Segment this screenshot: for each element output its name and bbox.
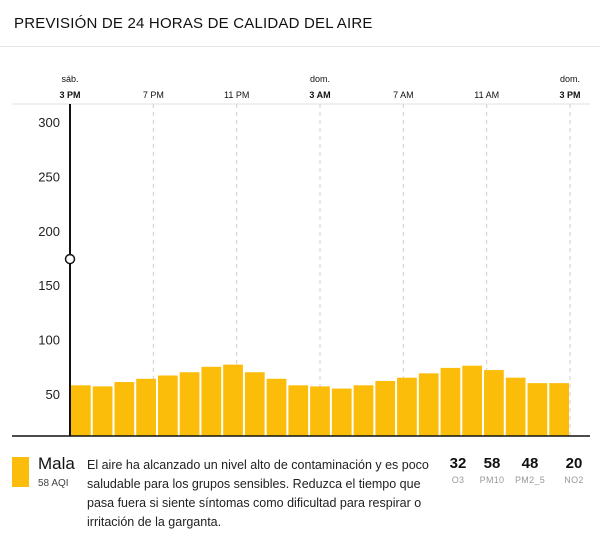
aqi-level-label: Mala [38, 454, 75, 473]
aqi-bar [310, 386, 330, 436]
aqi-bar [201, 366, 222, 436]
aqi-bar [157, 375, 178, 436]
aqi-bar [505, 377, 526, 436]
pollutant-value: 32 [449, 455, 467, 472]
aqi-bar [527, 383, 548, 436]
chart-svg: sáb. 3 PM 7 PM 11 PM dom. 3 AM 7 AM 11 AM dom. 3 … [12, 74, 590, 437]
x-tick-label: 11 AM [474, 90, 499, 100]
y-tick-label: 200 [38, 224, 60, 239]
y-tick-label: 100 [38, 333, 60, 348]
pollutant-name: PM2_5 [514, 475, 546, 485]
pollutant-o3: 32 O3 [433, 455, 483, 485]
aqi-forecast-chart: sáb. 3 PM 7 PM 11 PM dom. 3 AM 7 AM 11 AM dom. 3 … [0, 60, 600, 450]
current-value-marker [64, 253, 76, 265]
aqi-bar [114, 382, 135, 436]
aqi-bar [549, 383, 569, 436]
aqi-bar [223, 364, 243, 436]
x-tick-label: 7 AM [393, 90, 414, 100]
pollutant-value: 20 [565, 455, 583, 472]
y-tick-label: 300 [38, 115, 60, 130]
aqi-bar [331, 388, 352, 436]
aqi-bar [244, 372, 265, 436]
aqi-bar [71, 385, 91, 436]
aqi-bar [92, 386, 113, 436]
aqi-level-swatch [12, 457, 29, 487]
aqi-bar [397, 377, 417, 436]
pollutant-value: 58 [483, 455, 501, 472]
y-tick-label: 150 [38, 278, 60, 293]
aqi-bar [418, 373, 439, 436]
aqi-description: El aire ha alcanzado un nivel alto de co… [87, 458, 429, 529]
aqi-bar [179, 372, 200, 436]
x-tick-day: dom. [560, 74, 580, 84]
y-tick-label: 50 [46, 387, 60, 402]
pollutant-name: NO2 [564, 475, 584, 485]
x-tick-label: 7 PM [143, 90, 164, 100]
aqi-bar [440, 367, 461, 436]
x-tick-label: 3 PM [59, 90, 80, 100]
x-tick-label: 11 PM [224, 90, 249, 100]
aqi-bar [484, 370, 504, 436]
aqi-bar [353, 385, 374, 436]
header: PREVISIÓN DE 24 HORAS DE CALIDAD DEL AIR… [0, 0, 600, 47]
pollutant-value: 48 [521, 455, 539, 472]
summary-panel: Mala 58 AQI El aire ha alcanzado un nive… [0, 450, 600, 534]
y-tick-label: 250 [38, 169, 60, 184]
aqi-value: 58 AQI [38, 478, 69, 489]
pollutant-no2: 20 NO2 [549, 455, 599, 485]
aqi-bar [288, 385, 309, 436]
aqi-bar [136, 378, 156, 436]
page-title: PREVISIÓN DE 24 HORAS DE CALIDAD DEL AIR… [14, 15, 373, 32]
x-tick-day: sáb. [61, 74, 78, 84]
aqi-bar [266, 378, 287, 436]
pollutant-pm2-5: 48 PM2_5 [505, 455, 555, 485]
x-tick-label: 3 PM [559, 90, 580, 100]
pollutant-name: O3 [451, 475, 465, 485]
x-tick-day: dom. [310, 74, 330, 84]
x-tick-label: 3 AM [309, 90, 330, 100]
pollutant-pm10: 58 PM10 [467, 455, 517, 485]
aqi-bar [462, 365, 483, 436]
pollutant-name: PM10 [479, 475, 505, 485]
aqi-bar [375, 380, 396, 436]
